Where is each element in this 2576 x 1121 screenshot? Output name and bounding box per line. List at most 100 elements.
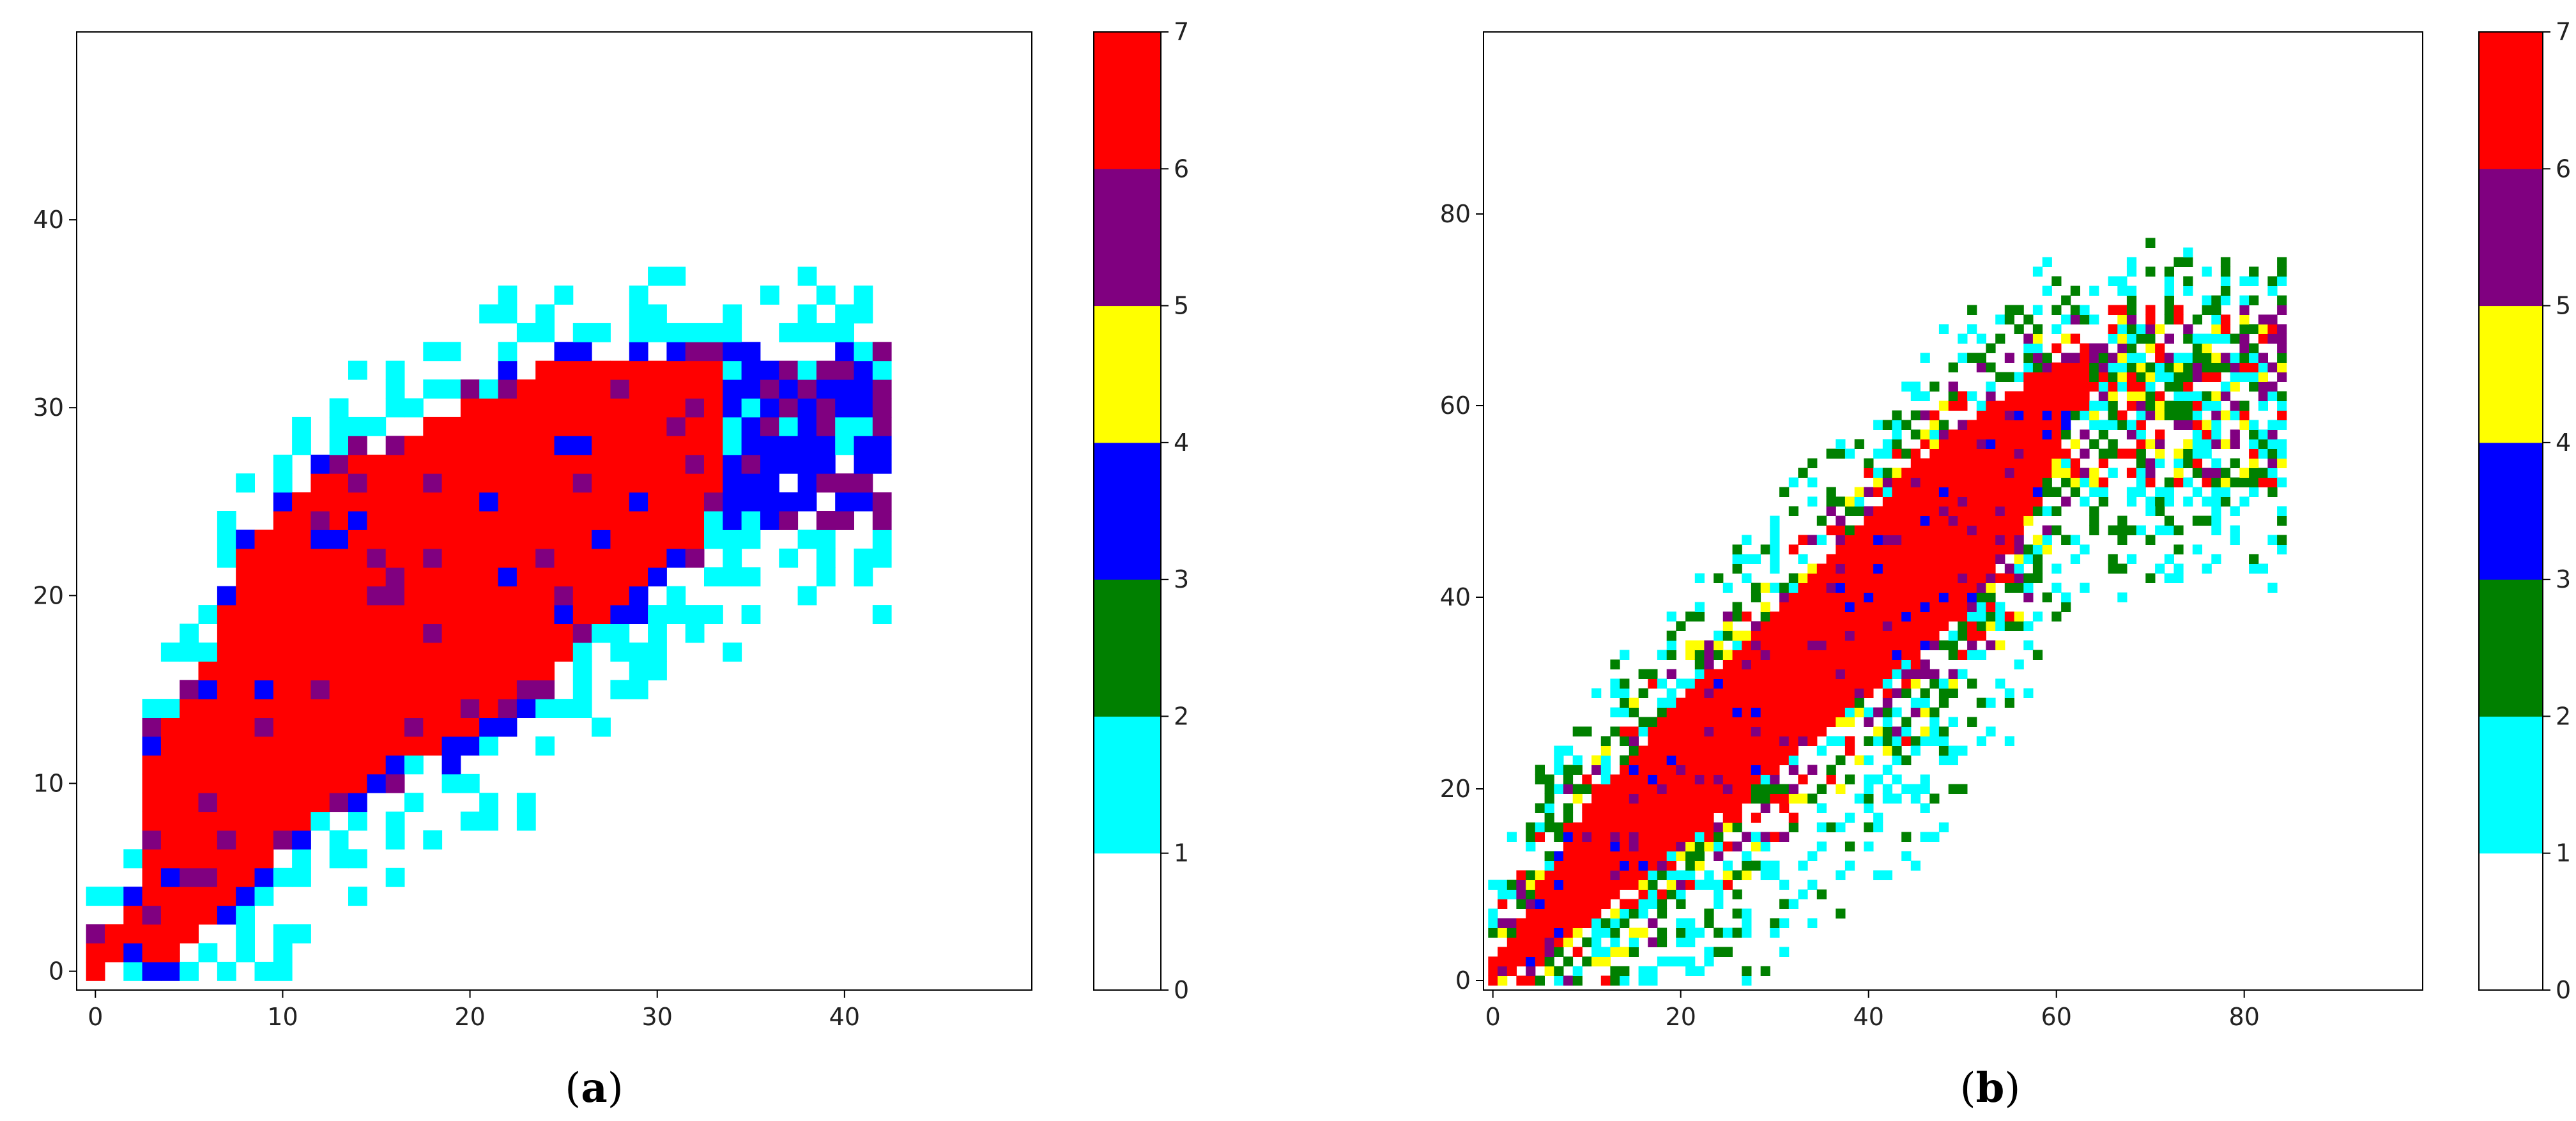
heatmap-cell	[2258, 448, 2268, 459]
heatmap-cell	[1910, 573, 1920, 583]
heatmap-cell	[1779, 669, 1790, 679]
heatmap-cell	[2126, 362, 2137, 372]
heatmap-cell	[1742, 860, 1752, 871]
heatmap-cell	[648, 416, 667, 436]
panel-a-caption: (a)	[565, 1064, 623, 1112]
heatmap-cell	[1648, 803, 1658, 813]
heatmap-cell	[236, 717, 255, 737]
heatmap-cell	[1535, 870, 1545, 880]
heatmap-cell	[1770, 774, 1780, 784]
heatmap-cell	[1788, 678, 1798, 689]
heatmap-cell	[1929, 439, 1940, 449]
heatmap-cell	[2023, 496, 2034, 507]
heatmap-cell	[648, 548, 667, 568]
heatmap-cell	[1610, 870, 1620, 880]
heatmap-cell	[1892, 439, 1902, 449]
heatmap-cell	[816, 473, 836, 493]
heatmap-cell	[1967, 324, 1977, 334]
heatmap-cell	[629, 360, 648, 380]
heatmap-cell	[142, 867, 162, 887]
heatmap-cell	[1498, 927, 1508, 938]
heatmap-cell	[2126, 487, 2137, 497]
heatmap-cell	[1770, 793, 1780, 804]
heatmap-cell	[1948, 602, 1958, 612]
heatmap-cell	[2042, 448, 2052, 459]
heatmap-cell	[1591, 784, 1602, 794]
heatmap-cell	[2239, 420, 2250, 430]
heatmap-cell	[2014, 525, 2024, 535]
heatmap-cell	[1779, 745, 1790, 756]
heatmap-cell	[1648, 793, 1658, 804]
heatmap-cell	[1901, 563, 1912, 574]
heatmap-cell	[2070, 554, 2080, 564]
heatmap-cell	[1882, 688, 1892, 698]
heatmap-cell	[1694, 745, 1705, 756]
heatmap-cell	[1676, 736, 1686, 746]
heatmap-cell	[2174, 410, 2184, 420]
heatmap-cell	[2277, 266, 2287, 277]
heatmap-cell	[1788, 669, 1798, 679]
heatmap-cell	[385, 473, 405, 493]
heatmap-cell	[1929, 515, 1940, 526]
heatmap-cell	[1685, 860, 1696, 871]
heatmap-cell	[1610, 793, 1620, 804]
heatmap-cell	[1648, 745, 1658, 756]
heatmap-cell	[1892, 611, 1902, 622]
heatmap-cell	[1986, 400, 1996, 411]
heatmap-cell	[741, 511, 761, 530]
heatmap-cell	[1882, 515, 1892, 526]
y-tick-label: 60	[1440, 392, 1471, 420]
heatmap-cell	[1732, 784, 1742, 794]
heatmap-cell	[441, 699, 461, 718]
heatmap-cell	[479, 793, 498, 812]
heatmap-cell	[610, 360, 630, 380]
heatmap-cell	[2202, 420, 2212, 430]
heatmap-cell	[441, 379, 461, 399]
heatmap-cell	[1958, 448, 1968, 459]
heatmap-cell	[1694, 860, 1705, 871]
heatmap-cell	[2145, 477, 2156, 487]
heatmap-cell	[2183, 381, 2193, 392]
heatmap-cell	[516, 793, 536, 812]
heatmap-cell	[666, 436, 686, 455]
heatmap-cell	[292, 699, 311, 718]
heatmap-cell	[2230, 525, 2240, 535]
panel-b-caption: (b)	[1960, 1064, 2021, 1112]
heatmap-cell	[1685, 851, 1696, 861]
heatmap-cell	[1836, 448, 1846, 459]
heatmap-cell	[385, 605, 405, 624]
heatmap-cell	[1629, 860, 1639, 871]
heatmap-cell	[236, 530, 255, 549]
heatmap-cell	[2108, 525, 2118, 535]
heatmap-cell	[1938, 420, 1949, 430]
heatmap-cell	[2126, 554, 2137, 564]
heatmap-cell	[1826, 640, 1836, 650]
heatmap-cell	[2032, 448, 2043, 459]
heatmap-cell	[479, 304, 498, 324]
heatmap-cell	[1938, 554, 1949, 564]
heatmap-cell	[1563, 822, 1574, 832]
heatmap-cell	[1854, 487, 1864, 497]
heatmap-cell	[1920, 784, 1930, 794]
heatmap-cell	[2098, 477, 2108, 487]
heatmap-cell	[1938, 592, 1949, 602]
heatmap-cell	[1836, 544, 1846, 554]
heatmap-cell	[1807, 621, 1818, 631]
heatmap-cell	[2014, 400, 2024, 411]
heatmap-cell	[404, 680, 424, 699]
heatmap-cell	[1882, 420, 1892, 430]
heatmap-cell	[1967, 468, 1977, 478]
heatmap-cell	[1742, 726, 1752, 736]
heatmap-cell	[1948, 544, 1958, 554]
heatmap-cell	[2117, 305, 2128, 315]
heatmap-cell	[2174, 391, 2184, 401]
heatmap-cell	[1807, 793, 1818, 804]
heatmap-cell	[1722, 621, 1733, 631]
heatmap-cell	[1666, 717, 1676, 727]
heatmap-cell	[1676, 870, 1686, 880]
heatmap-cell	[1844, 860, 1855, 871]
heatmap-cell	[1572, 726, 1583, 736]
heatmap-cell	[1807, 707, 1818, 717]
heatmap-cell	[2277, 343, 2287, 353]
